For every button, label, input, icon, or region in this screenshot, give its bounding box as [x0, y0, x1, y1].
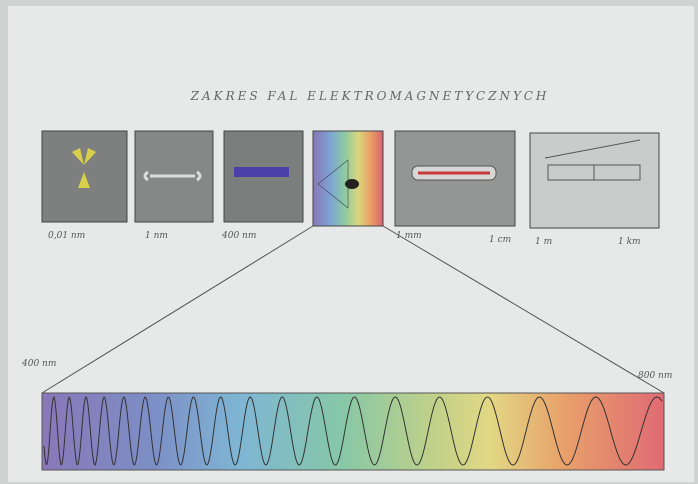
drawing: ZAKRES FAL ELEKTROMAGNETYCZNYCH 0,01 nm …: [0, 0, 698, 484]
range-start: 400 nm: [21, 359, 56, 369]
eye: [345, 179, 359, 189]
spectrum-boxes: [42, 131, 659, 228]
scale-label: 0,01 nm: [48, 231, 85, 241]
scale-label: 1 km: [618, 237, 641, 247]
title: ZAKRES FAL ELEKTROMAGNETYCZNYCH: [190, 89, 550, 103]
scale-label: 1 cm: [489, 235, 511, 245]
uv-lamp: [234, 167, 289, 177]
scale-label: 1 nm: [145, 231, 168, 241]
scale-label: 1 m: [535, 237, 552, 247]
scale-label: 400 nm: [221, 231, 256, 241]
visible-spectrum: [42, 393, 664, 470]
range-end: 800 nm: [638, 371, 672, 381]
